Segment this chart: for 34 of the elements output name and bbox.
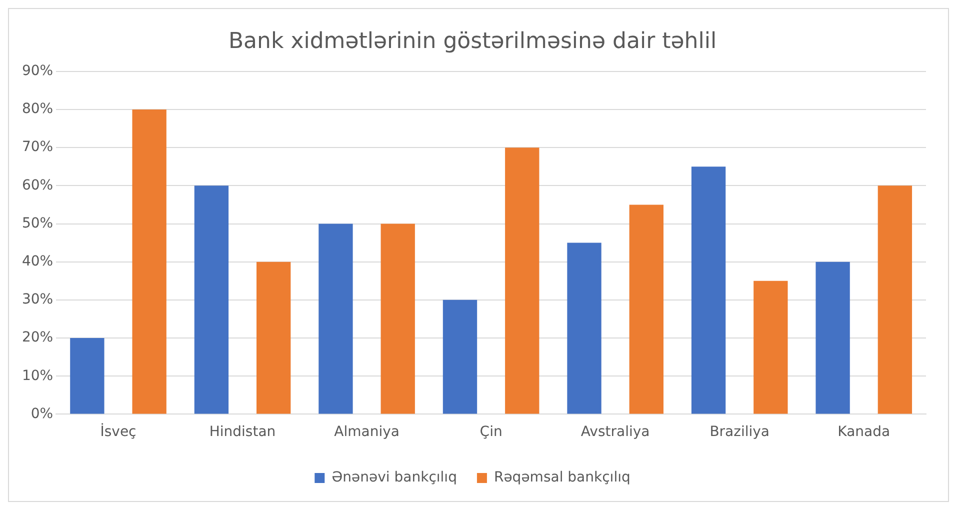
x-tick-label: Çin (480, 424, 502, 440)
y-tick-label: 70% (22, 139, 54, 156)
y-tick-label: 30% (22, 292, 54, 308)
legend-label: Ənənəvi bankçılıq (332, 470, 457, 486)
x-tick-label: İsveç (100, 423, 136, 440)
y-tick-label: 50% (22, 215, 54, 232)
x-tick-label: Hindistan (209, 424, 276, 440)
y-tick-label: 40% (22, 253, 54, 270)
bar (816, 262, 850, 414)
bar (256, 262, 291, 414)
y-tick-label: 20% (22, 330, 54, 346)
y-tick-label: 0% (30, 406, 54, 422)
bar (442, 300, 478, 414)
bar (505, 148, 540, 414)
bar (567, 242, 602, 414)
bar (691, 166, 726, 414)
bar (194, 186, 229, 414)
bar (70, 338, 104, 414)
y-tick-label: 60% (22, 177, 54, 194)
bar (629, 204, 664, 414)
legend-label: Rəqəmsal bankçılıq (494, 470, 630, 486)
x-tick-label: Almaniya (334, 424, 400, 440)
chart-title: Bank xidmətlərinin göstərilməsinə dair təhlil (228, 28, 717, 54)
bar (380, 224, 415, 414)
bar (878, 186, 912, 414)
x-tick-label: Kanada (838, 424, 890, 440)
y-tick-label: 80% (22, 101, 54, 118)
bar (318, 224, 353, 414)
y-tick-label: 10% (22, 368, 54, 384)
y-tick-label: 90% (22, 63, 54, 80)
bar (754, 280, 788, 414)
bar (132, 109, 166, 414)
x-tick-label: Avstraliya (580, 424, 650, 440)
x-tick-label: Braziliya (710, 424, 770, 440)
